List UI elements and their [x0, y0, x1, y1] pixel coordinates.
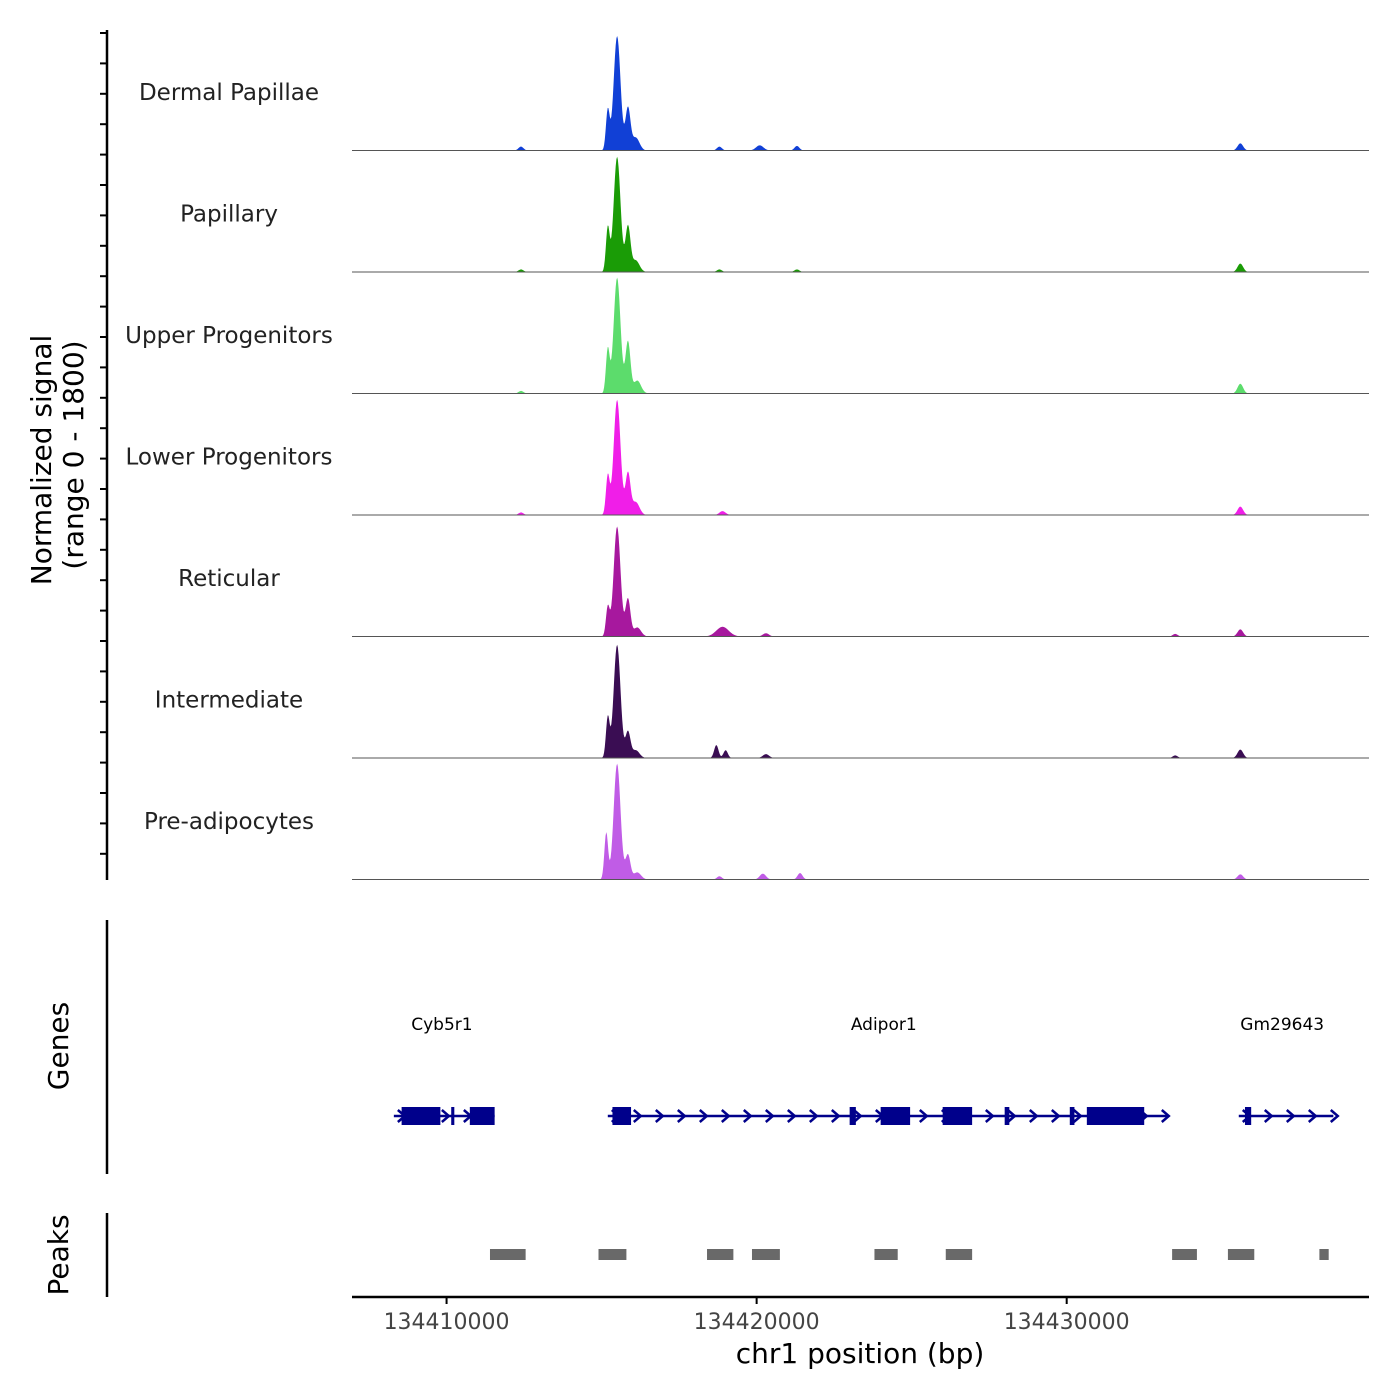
coverage-track-dermal-papillae: Dermal Papillae	[139, 35, 1369, 151]
gene-exon	[451, 1107, 455, 1125]
coverage-area	[352, 156, 1369, 272]
x-tick-label: 134430000	[1004, 1310, 1130, 1335]
coverage-area	[352, 277, 1369, 394]
gene-exon	[612, 1107, 632, 1125]
coverage-y-axis-label-line1: Normalized signal	[25, 335, 58, 586]
gene-strand-arrow	[1006, 1109, 1017, 1123]
coverage-track-label: Upper Progenitors	[125, 323, 333, 349]
gene-strand-arrow	[764, 1109, 775, 1123]
genes-y-axis-label: Genes	[42, 1002, 75, 1090]
gene-label: Gm29643	[1240, 1015, 1324, 1035]
gene-strand-arrow	[742, 1109, 753, 1123]
peak-region	[1319, 1249, 1329, 1260]
gene-label: Adipor1	[851, 1015, 917, 1035]
peak-region	[1227, 1249, 1255, 1260]
gene-strand-arrow	[984, 1109, 995, 1123]
peaks-track	[489, 1249, 1329, 1260]
peaks-y-axis-label: Peaks	[42, 1214, 75, 1295]
x-tick-label: 134410000	[384, 1310, 510, 1335]
coverage-area	[352, 644, 1369, 758]
peak-region	[1172, 1249, 1197, 1260]
genes-track: Cyb5r1 Adipor1 Gm29643	[393, 1015, 1340, 1125]
gene-strand-arrow	[654, 1109, 665, 1123]
coverage-area	[352, 526, 1369, 637]
coverage-y-ticks	[100, 32, 107, 855]
peak-region	[945, 1249, 973, 1260]
coverage-track-label: Reticular	[178, 566, 280, 592]
coverage-tracks: Dermal Papillae Papillary Upper Progenitor…	[125, 35, 1369, 880]
gene-exon	[1069, 1107, 1075, 1125]
coverage-track-pre-adipocytes: Pre-adipocytes	[144, 763, 1369, 880]
coverage-y-axis-label-line2: (range 0 - 1800)	[57, 340, 90, 569]
gene-gm29643: Gm29643	[1238, 1015, 1340, 1125]
peak-region	[751, 1249, 780, 1260]
coverage-track-label: Pre-adipocytes	[144, 809, 314, 835]
x-axis-label: chr1 position (bp)	[736, 1337, 985, 1370]
gene-exon	[401, 1107, 441, 1125]
gene-exon	[1086, 1107, 1145, 1125]
gene-strand-arrow	[852, 1109, 863, 1123]
gene-cyb5r1: Cyb5r1	[393, 1015, 495, 1125]
gene-strand-arrow	[808, 1109, 819, 1123]
coverage-track-label: Papillary	[180, 202, 278, 228]
gene-strand-arrow	[830, 1109, 841, 1123]
gene-strand-arrow	[786, 1109, 797, 1123]
gene-exon	[880, 1107, 911, 1125]
coverage-track-intermediate: Intermediate	[155, 644, 1369, 759]
gene-strand-arrow	[441, 1109, 451, 1123]
gene-strand-arrow	[720, 1109, 731, 1123]
gene-strand-arrow	[1072, 1109, 1083, 1123]
gene-strand-arrow	[1160, 1109, 1171, 1123]
x-axis-ticks: 134410000 134420000 134430000	[384, 1297, 1130, 1335]
gene-label: Cyb5r1	[411, 1015, 472, 1035]
peak-region	[707, 1249, 734, 1260]
coverage-track-label: Dermal Papillae	[139, 80, 319, 106]
gene-strand-arrow	[698, 1109, 709, 1123]
peak-region	[598, 1249, 627, 1260]
gene-exon	[1244, 1107, 1252, 1125]
gene-strand-arrow	[632, 1109, 643, 1123]
gene-strand-arrow	[1050, 1109, 1061, 1123]
gene-exon	[942, 1107, 973, 1125]
gene-strand-arrow	[1307, 1109, 1318, 1123]
coverage-track-lower-progenitors: Lower Progenitors	[126, 399, 1369, 516]
gene-exon	[469, 1107, 495, 1125]
coverage-area	[352, 399, 1369, 515]
gene-exon	[1004, 1107, 1010, 1125]
gene-adipor1: Adipor1	[607, 1015, 1171, 1125]
gene-strand-arrow	[1285, 1109, 1296, 1123]
x-tick-label: 134420000	[694, 1310, 820, 1335]
gene-exon	[849, 1107, 856, 1125]
gene-strand-arrow	[1329, 1109, 1340, 1123]
peak-region	[489, 1249, 526, 1260]
coverage-track-papillary: Papillary	[180, 156, 1369, 273]
coverage-track-label: Lower Progenitors	[126, 445, 333, 471]
coverage-track-reticular: Reticular	[178, 526, 1369, 637]
gene-strand-arrow	[1028, 1109, 1039, 1123]
coverage-track-label: Intermediate	[155, 688, 303, 714]
coverage-area	[352, 763, 1369, 880]
peak-region	[874, 1249, 898, 1260]
gene-strand-arrow	[918, 1109, 929, 1123]
gene-strand-arrow	[676, 1109, 687, 1123]
coverage-track-upper-progenitors: Upper Progenitors	[125, 277, 1369, 394]
coverage-area	[352, 35, 1369, 151]
gene-strand-arrow	[1263, 1109, 1274, 1123]
